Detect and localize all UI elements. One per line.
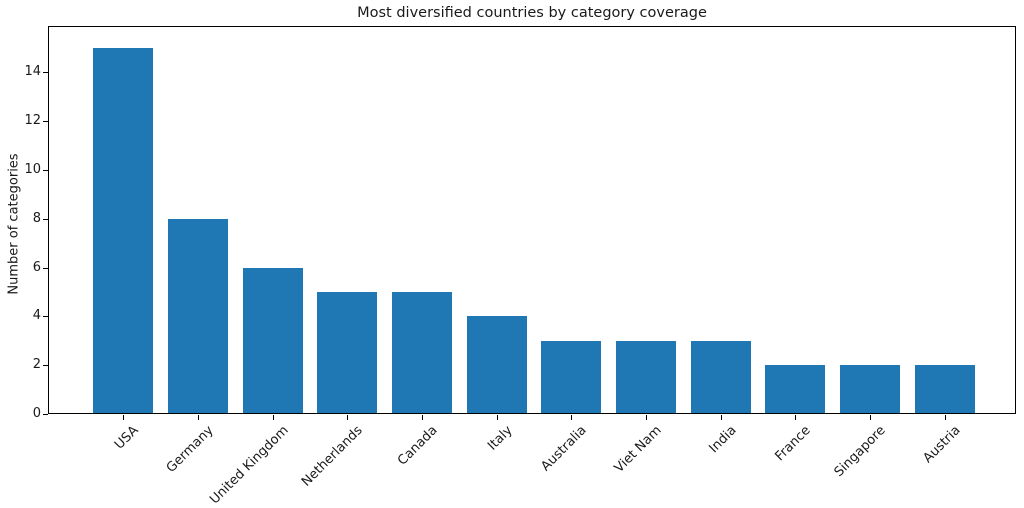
x-tick-mark [347,415,349,420]
bar-germany [167,218,228,414]
x-tick-mark [571,415,573,420]
bar-india [690,340,751,414]
y-tick-label: 8 [32,210,41,226]
y-tick-mark [43,169,48,171]
bar-austria [914,365,975,414]
chart-title: Most diversified countries by category c… [357,5,707,21]
bar-italy [466,316,527,414]
x-tick-mark [272,415,274,420]
bar-singapore [839,365,900,414]
x-tick-mark [421,415,423,420]
y-tick-label: 6 [32,259,41,275]
bar-united-kingdom [242,267,303,414]
x-tick-mark [795,415,797,420]
y-tick-mark [43,414,48,415]
x-tick-mark [645,415,647,420]
bar-usa [93,47,154,414]
y-tick-label: 2 [32,357,41,373]
y-tick-mark [43,267,48,269]
x-tick-mark [869,415,871,420]
y-tick-mark [43,218,48,220]
bar-viet-nam [615,340,676,414]
y-tick-label: 0 [32,406,41,421]
x-tick-mark [197,415,199,420]
x-tick-mark [720,415,722,420]
bar-australia [541,340,602,414]
bar-netherlands [317,291,378,414]
y-tick-label: 14 [24,64,41,80]
y-tick-mark [43,365,48,367]
y-tick-label: 12 [24,113,41,129]
x-tick-mark [496,415,498,420]
x-tick-mark [123,415,125,420]
x-tick-label: USA [112,423,142,453]
y-tick-mark [43,316,48,318]
x-tick-mark [944,415,946,420]
y-tick-mark [43,72,48,74]
y-tick-label: 4 [32,308,41,324]
y-tick-mark [43,121,48,123]
bar-france [765,365,826,414]
y-tick-label: 10 [24,161,41,177]
bar-canada [391,291,452,414]
